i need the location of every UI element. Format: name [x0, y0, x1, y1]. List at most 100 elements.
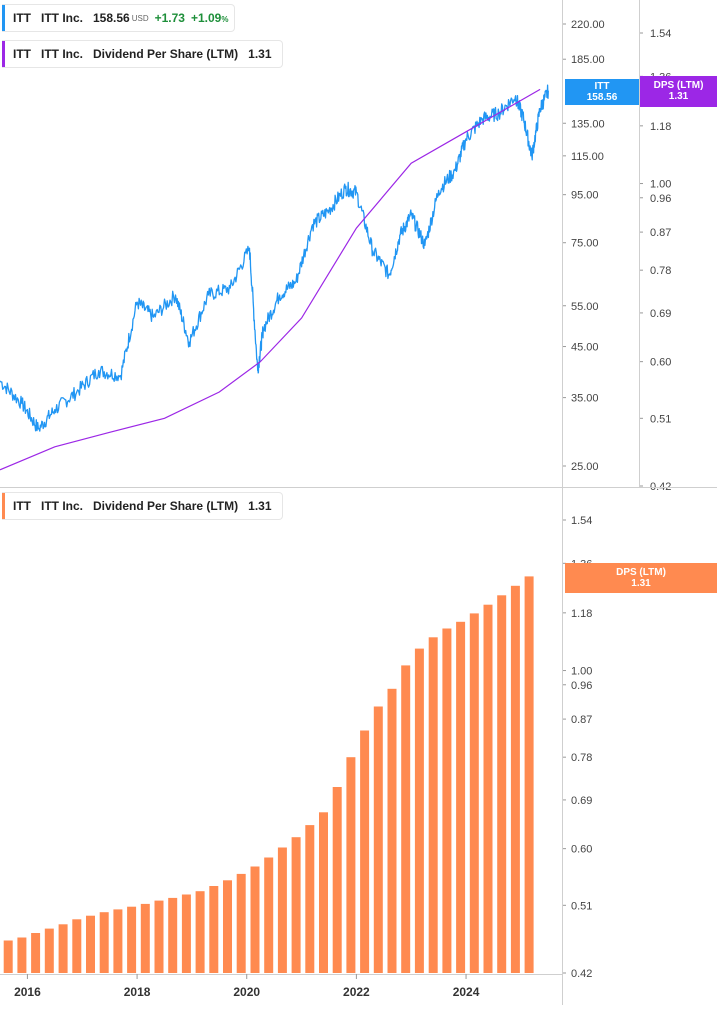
dps-right-tick-label: 1.18: [650, 121, 671, 133]
dps-right-tick-label: 0.87: [650, 227, 671, 239]
price-tick-label: 75.00: [571, 238, 599, 250]
dps-tick-label: 1.54: [571, 515, 592, 527]
dps-bars: [3, 576, 534, 973]
price-tick-label: 115.00: [571, 151, 604, 163]
dps-right-tick-label: 0.60: [650, 357, 671, 369]
dps-bar: [127, 906, 137, 973]
dps-legend-top[interactable]: ITT ITT Inc. Dividend Per Share (LTM) 1.…: [2, 40, 283, 68]
dps-bar: [72, 919, 82, 973]
dps-bar: [291, 837, 301, 973]
dps-bar: [195, 891, 205, 973]
dps-bar: [58, 924, 68, 973]
dps-right-tick-label: 0.51: [650, 413, 671, 425]
dps-bottom-legend-value: 1.31: [248, 499, 272, 513]
dps-bar: [469, 613, 479, 973]
dps-bar: [250, 866, 260, 973]
dps-bar: [319, 812, 328, 973]
dps-legend-color: [2, 41, 5, 67]
dps-bar: [168, 897, 178, 973]
dps-bar: [17, 937, 27, 973]
dps-bar: [44, 928, 54, 973]
dps-bar: [456, 621, 466, 973]
price-legend-color: [2, 5, 5, 31]
legend-ticker: ITT: [13, 11, 31, 25]
dps-bar: [428, 637, 438, 973]
dps-bar: [3, 940, 13, 973]
price-axis-left: 25.00 35.00 45.00 55.00 75.00 95.00 115.00 135.…: [562, 19, 605, 473]
dps-bar: [264, 857, 274, 973]
legend-pct-sign: %: [221, 15, 229, 24]
dps-bar: [154, 900, 164, 973]
legend-name: ITT Inc.: [41, 11, 83, 25]
price-lines: [0, 84, 549, 471]
dps-tick-label: 0.60: [571, 844, 592, 856]
x-tick-label: 2016: [14, 985, 41, 999]
dps-tick-label: 0.51: [571, 900, 592, 912]
dps-bottom-legend-ticker: ITT: [13, 499, 31, 513]
dps-tick-label: 0.42: [571, 968, 592, 980]
price-tick-label: 220.00: [571, 19, 605, 31]
price-tag: ITT 158.56: [565, 79, 639, 105]
dps-bar: [209, 886, 219, 973]
dps-bar: [373, 706, 383, 973]
dps-bar: [483, 604, 493, 973]
dps-tag-top-value: 1.31: [668, 91, 689, 102]
dps-bar: [305, 825, 315, 973]
dps-bar: [86, 915, 95, 973]
dps-legend-name: ITT Inc.: [41, 47, 83, 61]
dps-legend-ticker: ITT: [13, 47, 31, 61]
dps-bar: [332, 787, 342, 973]
x-tick-label: 2024: [453, 985, 480, 999]
dps-series-line: [0, 88, 541, 471]
legend-currency: USD: [131, 13, 149, 23]
dps-bar: [497, 595, 507, 973]
dps-bar: [99, 912, 109, 973]
dps-bottom-legend-color: [2, 493, 5, 519]
dps-right-tick-label: 0.96: [650, 193, 671, 205]
price-tick-label: 185.00: [571, 54, 605, 66]
time-axis: 2016 2018 2020 2022 2024: [0, 974, 562, 999]
dps-right-tick-label: 1.54: [650, 28, 671, 40]
price-tick-label: 95.00: [571, 190, 599, 202]
dps-bar: [31, 933, 41, 973]
price-tick-label: 55.00: [571, 301, 599, 313]
price-tag-ticker: ITT: [594, 81, 610, 92]
dps-bar: [181, 894, 191, 973]
dps-bottom-legend-name: ITT Inc.: [41, 499, 83, 513]
dps-bar: [236, 873, 246, 973]
dps-right-tick-label: 1.00: [650, 179, 671, 191]
dps-legend-bottom[interactable]: ITT ITT Inc. Dividend Per Share (LTM) 1.…: [2, 492, 283, 520]
dps-tag-bottom: DPS (LTM) 1.31: [565, 563, 717, 593]
dps-tick-label: 0.69: [571, 795, 592, 807]
x-tick-label: 2018: [124, 985, 151, 999]
price-tick-label: 135.00: [571, 118, 605, 130]
dps-bar: [524, 576, 534, 973]
legend-change: +1.73: [154, 11, 185, 25]
dps-tag-bottom-label: DPS (LTM): [616, 567, 666, 578]
legend-price: 158.56: [93, 11, 130, 25]
dps-bar: [360, 730, 370, 973]
dps-tag-top: DPS (LTM) 1.31: [640, 76, 717, 107]
legend-change-pct: +1.09%: [191, 11, 229, 25]
dps-bar: [277, 847, 287, 973]
price-legend[interactable]: ITT ITT Inc. 158.56 USD +1.73 +1.09%: [2, 4, 236, 32]
dps-tick-label: 0.96: [571, 680, 592, 692]
dps-tag-bottom-value: 1.31: [631, 578, 651, 589]
price-tick-label: 35.00: [571, 393, 599, 405]
dps-tick-label: 0.87: [571, 714, 592, 726]
price-tick-label: 45.00: [571, 342, 599, 354]
dps-bar: [223, 880, 232, 973]
dps-axis-right: 0.420.510.600.690.780.870.961.001.181.36…: [639, 28, 671, 493]
price-tick-label: 25.00: [571, 461, 599, 473]
price-series-line: [0, 84, 549, 432]
dps-bar: [113, 909, 123, 973]
dps-right-tick-label: 0.69: [650, 308, 671, 320]
x-tick-label: 2022: [343, 985, 370, 999]
dps-bar: [346, 757, 356, 973]
dps-bar: [442, 628, 452, 973]
dps-right-tick-label: 0.78: [650, 265, 671, 277]
dps-legend-value: 1.31: [248, 47, 272, 61]
dps-tag-top-label: DPS (LTM): [653, 80, 704, 91]
dps-tick-label: 1.18: [571, 608, 592, 620]
